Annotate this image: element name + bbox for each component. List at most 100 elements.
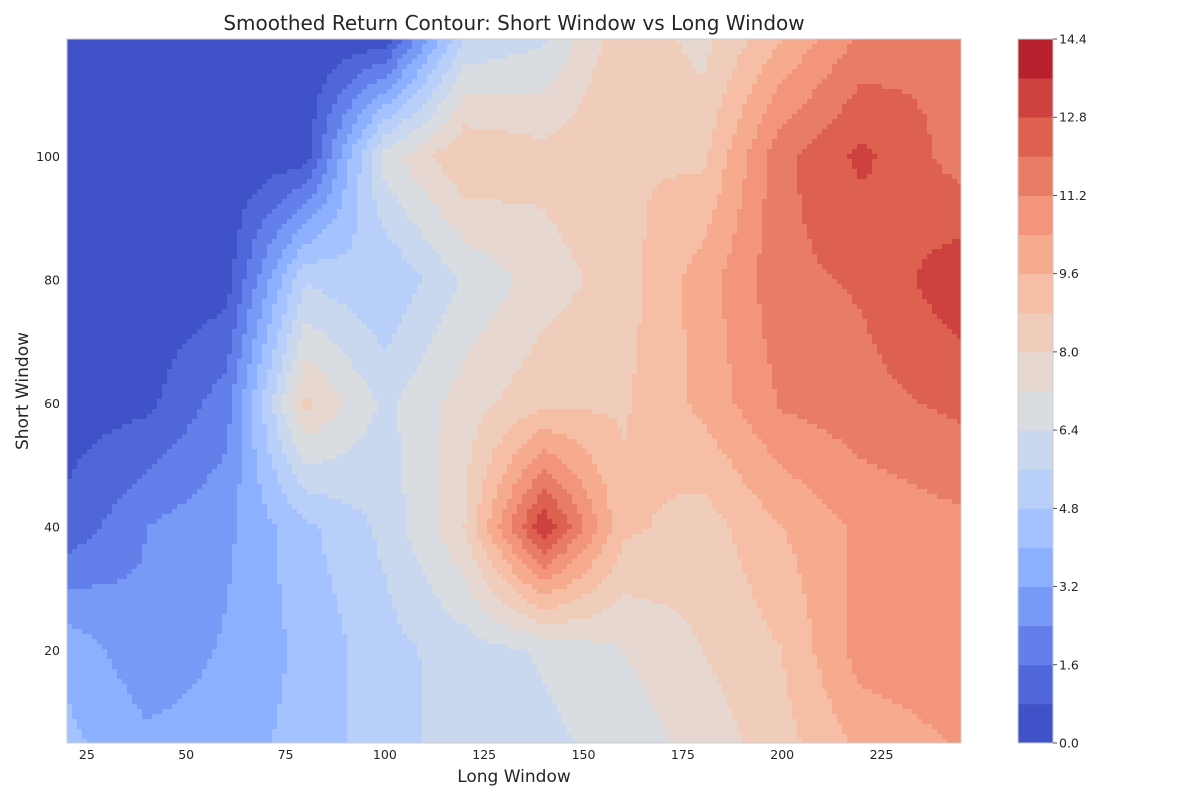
contour-cell [427,64,433,70]
contour-cell [757,64,763,70]
contour-cell [907,79,913,85]
contour-cell [687,169,693,175]
contour-cell [117,54,123,60]
contour-cell [567,149,573,155]
contour-cell [687,139,693,145]
contour-cell [357,169,363,175]
contour-cell [82,94,88,100]
contour-cell [222,109,228,115]
contour-cell [427,74,433,80]
contour-cell [867,44,873,50]
contour-cell [682,84,688,90]
contour-cell [237,59,243,65]
contour-cell [727,49,733,55]
contour-cell [667,139,673,145]
contour-cell [627,49,633,55]
contour-cell [527,64,533,70]
contour-cell [212,169,218,175]
contour-cell [337,164,343,170]
contour-cell [487,144,493,150]
contour-cell [562,169,568,175]
contour-cell [847,124,853,130]
contour-cell [72,69,78,75]
contour-cell [202,164,208,170]
contour-cell [417,164,423,170]
contour-cell [307,84,313,90]
contour-cell [877,54,883,60]
contour-cell [102,94,108,100]
contour-cell [802,159,808,165]
contour-cell [607,109,613,115]
contour-cell [197,164,203,170]
contour-cell [387,144,393,150]
contour-cell [467,174,473,180]
contour-cell [717,89,723,95]
contour-cell [392,54,398,60]
contour-cell [837,129,843,135]
contour-cell [427,89,433,95]
contour-cell [282,44,288,50]
contour-cell [632,84,638,90]
contour-cell [262,69,268,75]
contour-cell [87,109,93,115]
contour-cell [337,119,343,125]
contour-cell [632,44,638,50]
contour-cell [617,144,623,150]
contour-cell [387,94,393,100]
contour-cell [487,69,493,75]
contour-cell [177,124,183,130]
contour-cell [787,49,793,55]
contour-cell [572,94,578,100]
contour-cell [92,94,98,100]
contour-cell [427,159,433,165]
contour-cell [157,84,163,90]
contour-cell [187,129,193,135]
contour-cell [507,74,513,80]
contour-cell [762,79,768,85]
contour-cell [752,89,758,95]
contour-cell [352,94,358,100]
contour-cell [667,84,673,90]
contour-cell [852,109,858,115]
contour-cell [207,159,213,165]
contour-cell [797,94,803,100]
contour-cell [527,84,533,90]
contour-cell [542,54,548,60]
contour-cell [412,174,418,180]
contour-cell [167,159,173,165]
contour-cell [492,89,498,95]
contour-cell [747,139,753,145]
contour-cell [197,79,203,85]
contour-cell [107,39,113,45]
contour-cell [292,49,298,55]
contour-cell [502,89,508,95]
contour-cell [907,164,913,170]
contour-cell [687,79,693,85]
contour-cell [432,49,438,55]
contour-cell [562,159,568,165]
contour-cell [412,149,418,155]
contour-cell [247,99,253,105]
contour-cell [952,44,958,50]
contour-cell [647,49,653,55]
contour-cell [67,149,73,155]
contour-cell [77,79,83,85]
contour-cell [797,104,803,110]
contour-cell [852,169,858,175]
contour-cell [917,109,923,115]
contour-cell [737,59,743,65]
contour-cell [722,84,728,90]
contour-cell [857,124,863,130]
contour-cell [307,74,313,80]
contour-cell [87,164,93,170]
contour-cell [402,134,408,140]
contour-cell [877,79,883,85]
contour-cell [237,119,243,125]
contour-cell [432,79,438,85]
contour-cell [412,74,418,80]
contour-cell [272,144,278,150]
contour-cell [582,129,588,135]
contour-cell [732,174,738,180]
contour-cell [202,59,208,65]
contour-cell [252,54,258,60]
